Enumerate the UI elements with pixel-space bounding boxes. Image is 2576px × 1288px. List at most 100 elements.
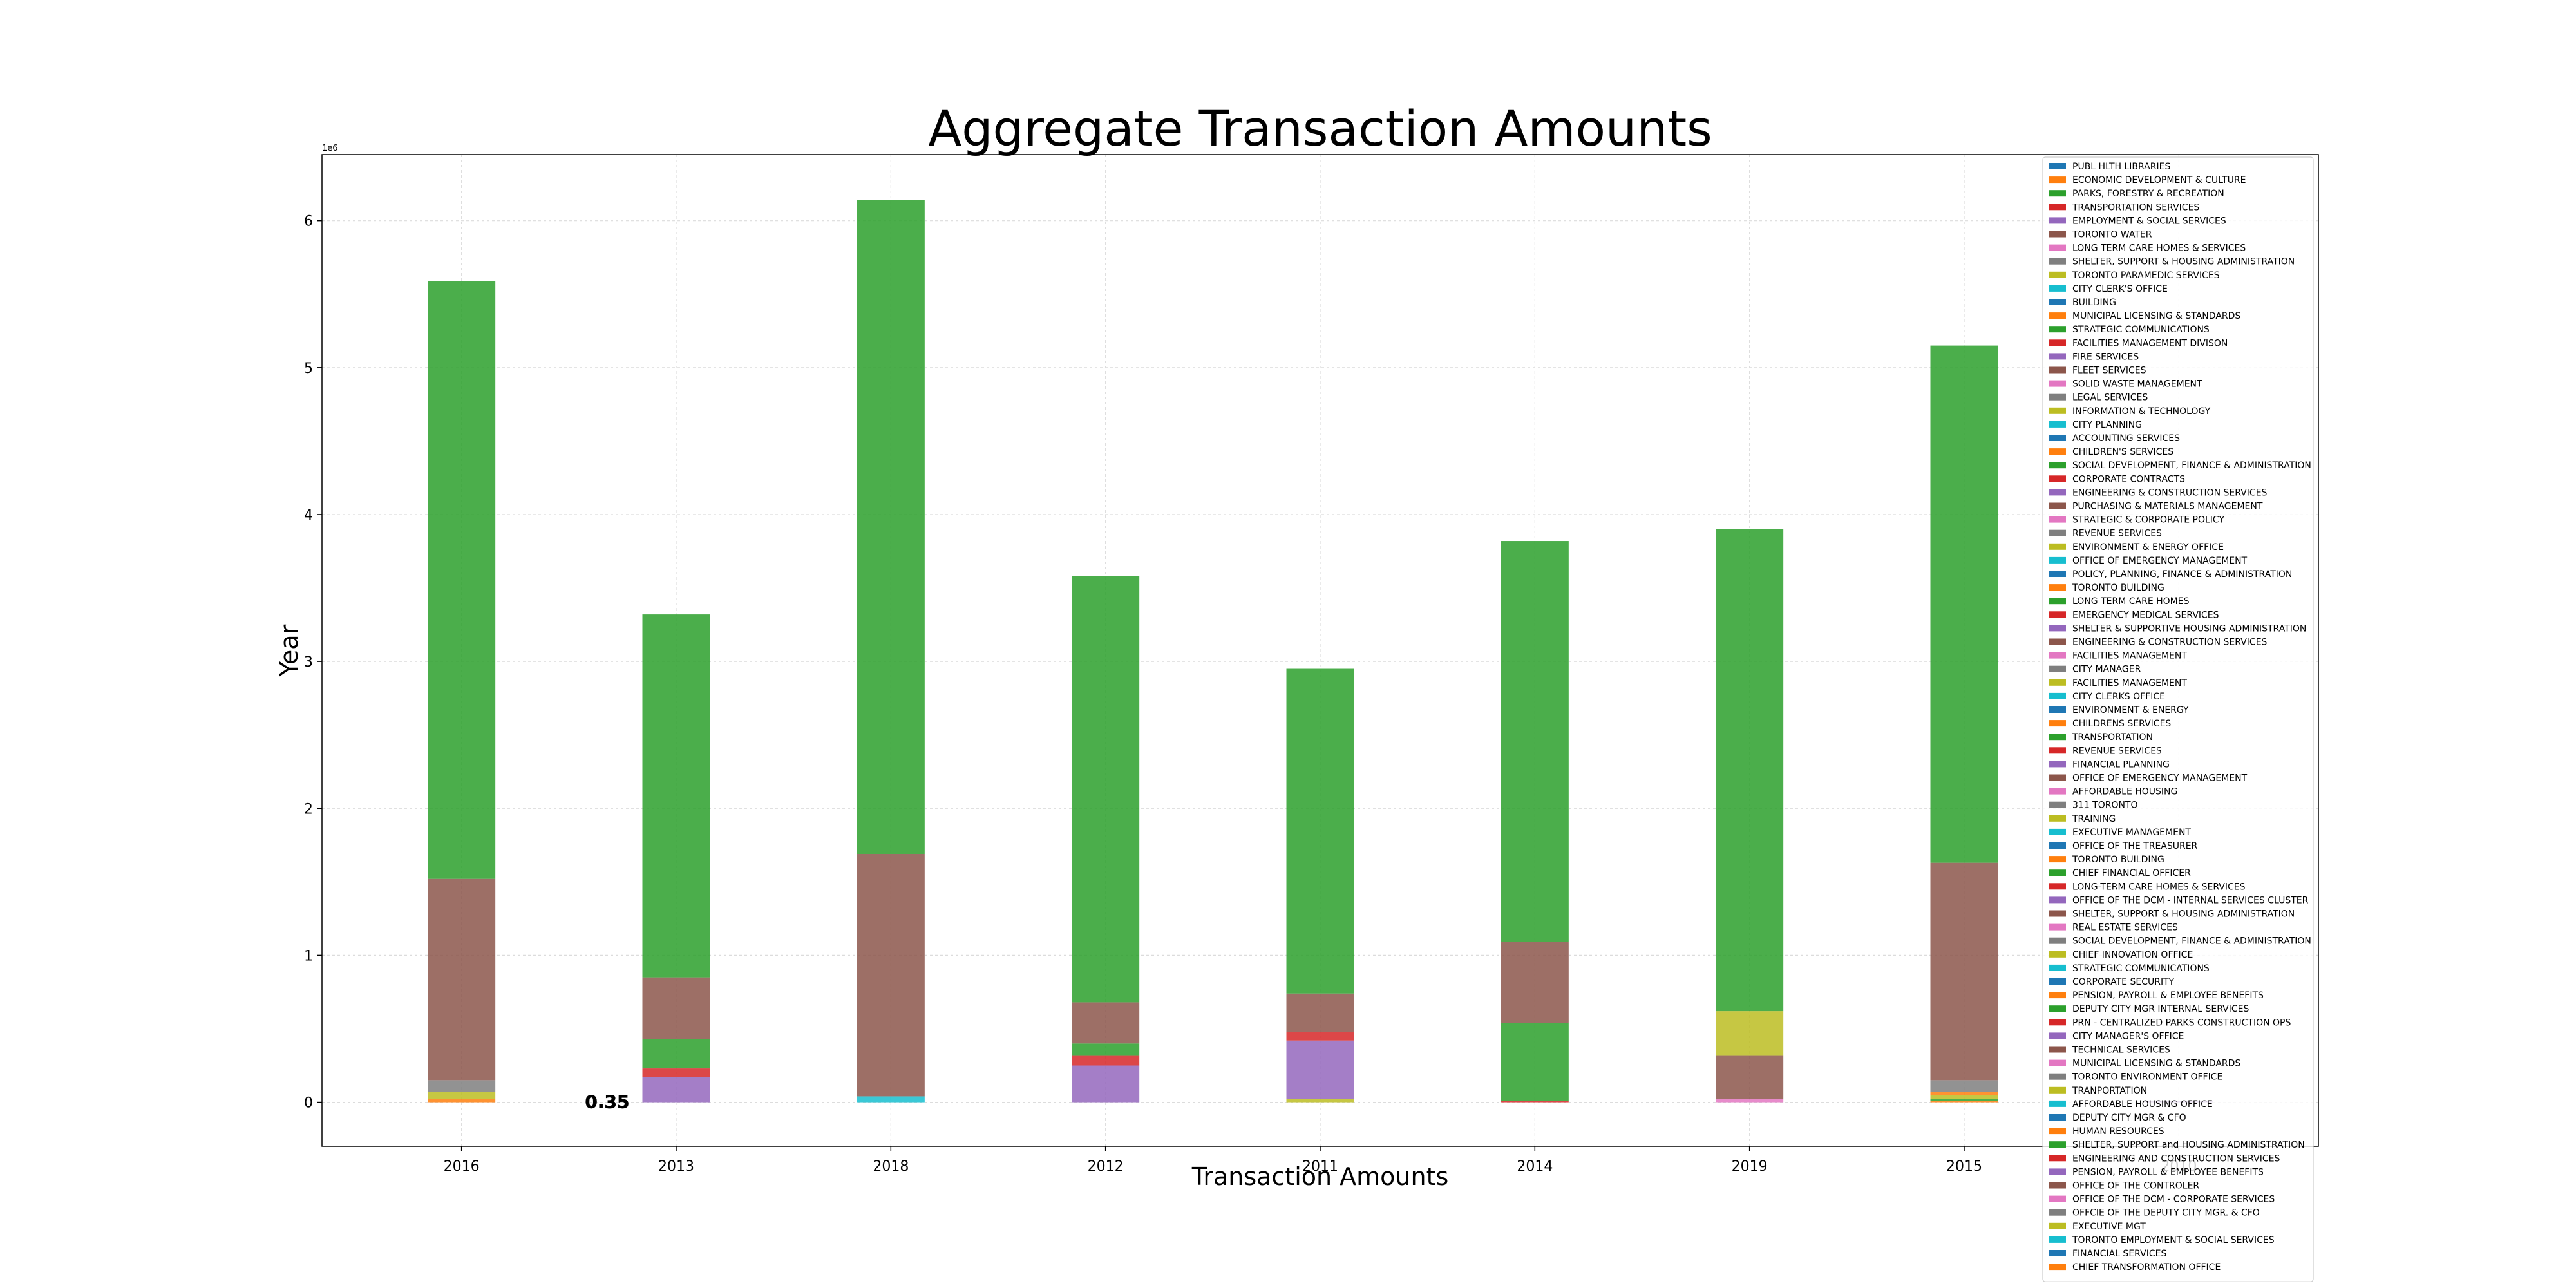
legend-swatch xyxy=(2049,774,2066,781)
legend-entry: EMPLOYMENT & SOCIAL SERVICES xyxy=(2072,216,2226,226)
legend-swatch xyxy=(2049,571,2066,577)
legend-entry: TORONTO BUILDING xyxy=(2072,855,2164,865)
legend-swatch xyxy=(2049,869,2066,876)
legend-entry: ENGINEERING & CONSTRUCTION SERVICES xyxy=(2072,488,2268,498)
legend-entry: FIRE SERVICES xyxy=(2072,352,2139,362)
legend-swatch xyxy=(2049,584,2066,591)
x-axis-label: Transaction Amounts xyxy=(1191,1162,1449,1191)
legend-entry: FACILITIES MANAGEMENT DIVISON xyxy=(2072,338,2228,348)
legend-swatch xyxy=(2049,231,2066,238)
legend-swatch xyxy=(2049,339,2066,346)
legend-swatch xyxy=(2049,761,2066,768)
legend-entry: LONG TERM CARE HOMES xyxy=(2072,596,2190,607)
bar-segment-2019 xyxy=(1716,1011,1784,1056)
legend-entry: TORONTO EMPLOYMENT & SOCIAL SERVICES xyxy=(2072,1235,2275,1245)
legend-swatch xyxy=(2049,475,2066,482)
y-axis-offset-label: 1e6 xyxy=(322,144,338,153)
bar-segment-2015 xyxy=(1930,345,1998,863)
legend-entry: CITY MANAGER'S OFFICE xyxy=(2072,1031,2184,1041)
y-tick-label: 4 xyxy=(304,507,313,524)
legend-swatch xyxy=(2049,734,2066,741)
legend-swatch xyxy=(2049,625,2066,632)
legend-entry: STRATEGIC COMMUNICATIONS xyxy=(2072,963,2210,974)
legend-swatch xyxy=(2049,1059,2066,1066)
legend: PUBL HLTH LIBRARIES ECONOMIC DEVELOPMENT … xyxy=(2042,156,2314,1282)
bar-segment-2016 xyxy=(428,281,496,879)
bar-segment-2013 xyxy=(642,1099,710,1103)
legend-swatch xyxy=(2049,801,2066,808)
legend-frame xyxy=(2042,156,2314,1282)
legend-swatch xyxy=(2049,435,2066,441)
legend-swatch xyxy=(2049,978,2066,985)
legend-swatch xyxy=(2049,258,2066,265)
y-axis-label: Year xyxy=(275,624,303,677)
legend-entry: PENSION, PAYROLL & EMPLOYEE BENEFITS xyxy=(2072,1167,2264,1177)
bar-segment-2012 xyxy=(1072,1065,1140,1103)
legend-entry: OFFICE OF EMERGENCY MANAGEMENT xyxy=(2072,773,2248,784)
x-tick-label: 2014 xyxy=(1517,1159,1553,1175)
legend-swatch xyxy=(2049,421,2066,428)
x-tick-label: 2013 xyxy=(658,1159,694,1175)
legend-entry: SHELTER, SUPPORT & HOUSING ADMINISTRATIO… xyxy=(2072,909,2295,920)
legend-swatch xyxy=(2049,516,2066,523)
legend-entry: OFFICE OF THE CONTROLER xyxy=(2072,1181,2199,1191)
legend-entry: SOCIAL DEVELOPMENT, FINANCE & ADMINISTRA… xyxy=(2072,936,2311,947)
legend-entry: AFFORDABLE HOUSING xyxy=(2072,787,2177,797)
bar-segment-2016 xyxy=(428,878,496,1081)
legend-entry: MUNICIPAL LICENSING & STANDARDS xyxy=(2072,1059,2240,1069)
y-tick-label: 5 xyxy=(304,361,313,377)
legend-entry: PURCHASING & MATERIALS MANAGEMENT xyxy=(2072,502,2263,512)
legend-swatch xyxy=(2049,176,2066,184)
x-tick-label: 2016 xyxy=(444,1159,480,1175)
bar-segment-2012 xyxy=(1072,1002,1140,1044)
legend-entry: FLEET SERVICES xyxy=(2072,366,2146,376)
legend-swatch xyxy=(2049,1046,2066,1053)
legend-entry: OFFICE OF THE DCM - CORPORATE SERVICES xyxy=(2072,1195,2275,1205)
legend-entry: CITY CLERK'S OFFICE xyxy=(2072,284,2168,294)
legend-entry: REAL ESTATE SERVICES xyxy=(2072,923,2178,933)
bar-segment-2013 xyxy=(642,977,710,1039)
legend-entry: ENVIRONMENT & ENERGY xyxy=(2072,705,2189,715)
bar-segment-2016 xyxy=(428,1080,496,1092)
bar-segment-2015 xyxy=(1930,862,1998,1081)
legend-entry: CHIEF INNOVATION OFFICE xyxy=(2072,950,2193,960)
legend-entry: REVENUE SERVICES xyxy=(2072,529,2162,539)
legend-swatch xyxy=(2049,679,2066,686)
legend-swatch xyxy=(2049,611,2066,618)
legend-swatch xyxy=(2049,299,2066,305)
bar-segment-2011 xyxy=(1286,993,1354,1032)
legend-swatch xyxy=(2049,462,2066,469)
legend-entry: EMERGENCY MEDICAL SERVICES xyxy=(2072,610,2219,620)
legend-swatch xyxy=(2049,923,2066,931)
legend-entry: CHILDREN'S SERVICES xyxy=(2072,447,2174,457)
legend-swatch xyxy=(2049,529,2066,536)
legend-swatch xyxy=(2049,1195,2066,1202)
legend-entry: CHIEF TRANSFORMATION OFFICE xyxy=(2072,1262,2221,1273)
y-tick-label: 1 xyxy=(304,948,313,964)
legend-swatch xyxy=(2049,665,2066,672)
legend-entry: FINANCIAL SERVICES xyxy=(2072,1249,2166,1259)
legend-entry: CITY CLERKS OFFICE xyxy=(2072,692,2165,702)
legend-entry: EXECUTIVE MGT xyxy=(2072,1222,2146,1232)
legend-entry: TORONTO BUILDING xyxy=(2072,583,2164,593)
legend-entry: TORONTO WATER xyxy=(2072,230,2152,240)
bar-segment-2012 xyxy=(1072,1043,1140,1056)
legend-swatch xyxy=(2049,366,2066,374)
bar-segment-2013 xyxy=(642,1039,710,1069)
legend-entry: PENSION, PAYROLL & EMPLOYEE BENEFITS xyxy=(2072,990,2264,1001)
x-tick-label: 2018 xyxy=(873,1159,909,1175)
legend-swatch xyxy=(2049,1264,2066,1271)
legend-swatch xyxy=(2049,556,2066,564)
bar-segment-2011 xyxy=(1286,668,1354,994)
legend-swatch xyxy=(2049,244,2066,251)
legend-entry: TRANSPORTATION SERVICES xyxy=(2072,202,2199,213)
legend-entry: STRATEGIC & CORPORATE POLICY xyxy=(2072,515,2224,526)
legend-entry: LONG TERM CARE HOMES & SERVICES xyxy=(2072,243,2246,254)
legend-swatch xyxy=(2049,910,2066,917)
bar-segment-2011 xyxy=(1286,1032,1354,1041)
legend-entry: OFFICE OF THE TREASURER xyxy=(2072,841,2198,851)
bar-segment-2015 xyxy=(1930,1092,1998,1095)
legend-entry: CHILDRENS SERVICES xyxy=(2072,719,2171,729)
legend-entry: LONG-TERM CARE HOMES & SERVICES xyxy=(2072,882,2246,892)
x-tick-label: 2015 xyxy=(1946,1159,1982,1175)
